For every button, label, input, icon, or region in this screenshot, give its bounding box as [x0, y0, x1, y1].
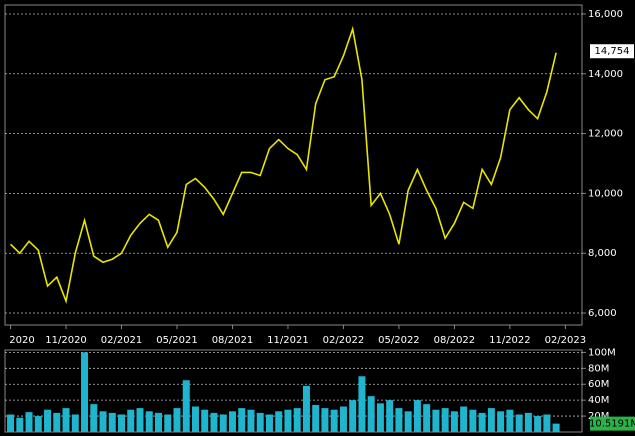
volume-bar — [16, 417, 24, 432]
volume-bar — [376, 403, 384, 432]
y-tick-label: 8,000 — [588, 248, 617, 259]
volume-bar — [25, 412, 33, 432]
x-tick-label: 08/2021 — [212, 335, 254, 346]
x-tick-label: 08/2022 — [434, 335, 476, 346]
y-tick-label: 80M — [588, 363, 609, 374]
volume-bar — [256, 412, 264, 432]
volume-bar — [386, 400, 394, 432]
price-line — [9, 25, 557, 304]
volume-bar — [515, 414, 523, 432]
volume-bar — [478, 412, 486, 432]
x-tick-label: 02/2022 — [323, 335, 365, 346]
volume-bar — [358, 376, 366, 432]
volume-bar — [99, 411, 107, 432]
y-tick-label: 60M — [588, 379, 609, 390]
volume-bar — [81, 352, 89, 432]
y-tick-label: 12,000 — [588, 129, 623, 140]
x-tick-label: 02/2023 — [545, 335, 587, 346]
y-tick-label: 14,000 — [588, 69, 623, 80]
y-tick-label: 20M — [588, 411, 609, 422]
volume-bar — [145, 411, 153, 432]
x-tick-label: 05/2021 — [156, 335, 198, 346]
last-price-label: 14,754 — [595, 46, 630, 57]
volume-bar — [62, 408, 70, 432]
volume-bar — [441, 408, 449, 432]
volume-bar — [164, 414, 172, 432]
volume-bar — [534, 416, 542, 432]
price-panel — [4, 4, 583, 326]
volume-bar — [118, 414, 126, 432]
volume-bar — [44, 409, 52, 432]
x-tick-label: 2020 — [9, 335, 34, 346]
volume-bar — [460, 406, 468, 432]
y-tick-label: 100M — [588, 347, 616, 358]
volume-bar — [349, 400, 357, 432]
volume-bar — [228, 411, 236, 432]
last-volume-label: 10.5191M — [589, 419, 635, 430]
volume-bar — [108, 412, 116, 432]
volume-bar — [238, 408, 246, 432]
volume-bar — [487, 408, 495, 432]
x-tick-label: 02/2021 — [101, 335, 143, 346]
volume-bar — [395, 408, 403, 432]
volume-bar — [136, 408, 144, 432]
volume-bar — [90, 404, 98, 432]
volume-bar — [154, 412, 162, 432]
volume-bar — [293, 408, 301, 432]
volume-bar — [413, 400, 421, 432]
last-price-box — [590, 44, 634, 59]
volume-bar — [423, 404, 431, 432]
volume-bar — [552, 423, 560, 432]
volume-bar — [497, 411, 505, 432]
volume-bar — [432, 409, 440, 432]
volume-bar — [7, 414, 15, 432]
last-volume-box — [590, 416, 635, 431]
x-tick-label: 11/2022 — [489, 335, 531, 346]
volume-bar — [404, 411, 412, 432]
y-tick-label: 10,000 — [588, 188, 623, 199]
volume-bar — [219, 414, 227, 432]
volume-bar — [201, 409, 209, 432]
x-tick-label: 05/2022 — [378, 335, 420, 346]
volume-bar — [265, 414, 273, 432]
volume-panel — [4, 349, 583, 433]
volume-bar — [524, 412, 532, 432]
volume-bar — [34, 416, 42, 432]
volume-bar — [284, 409, 292, 432]
volume-bar — [450, 411, 458, 432]
x-tick-label: 11/2020 — [45, 335, 87, 346]
y-tick-label: 40M — [588, 395, 609, 406]
volume-bar — [182, 380, 190, 432]
volume-bar — [275, 411, 283, 432]
volume-bar — [506, 409, 514, 432]
volume-bar — [247, 409, 255, 432]
volume-bar — [469, 409, 477, 432]
volume-bar — [321, 408, 329, 432]
volume-bar — [53, 412, 61, 432]
x-tick-label: 11/2021 — [267, 335, 309, 346]
y-tick-label: 16,000 — [588, 9, 623, 20]
volume-bar — [339, 406, 347, 432]
volume-bar — [210, 412, 218, 432]
volume-bar — [302, 385, 310, 432]
volume-bar — [367, 396, 375, 432]
volume-bar — [543, 414, 551, 432]
volume-bar — [191, 406, 199, 432]
volume-bar — [330, 409, 338, 432]
volume-bar — [312, 404, 320, 432]
volume-bar — [71, 414, 79, 432]
volume-bar — [127, 409, 135, 432]
volume-bar — [173, 408, 181, 432]
y-tick-label: 6,000 — [588, 308, 617, 319]
